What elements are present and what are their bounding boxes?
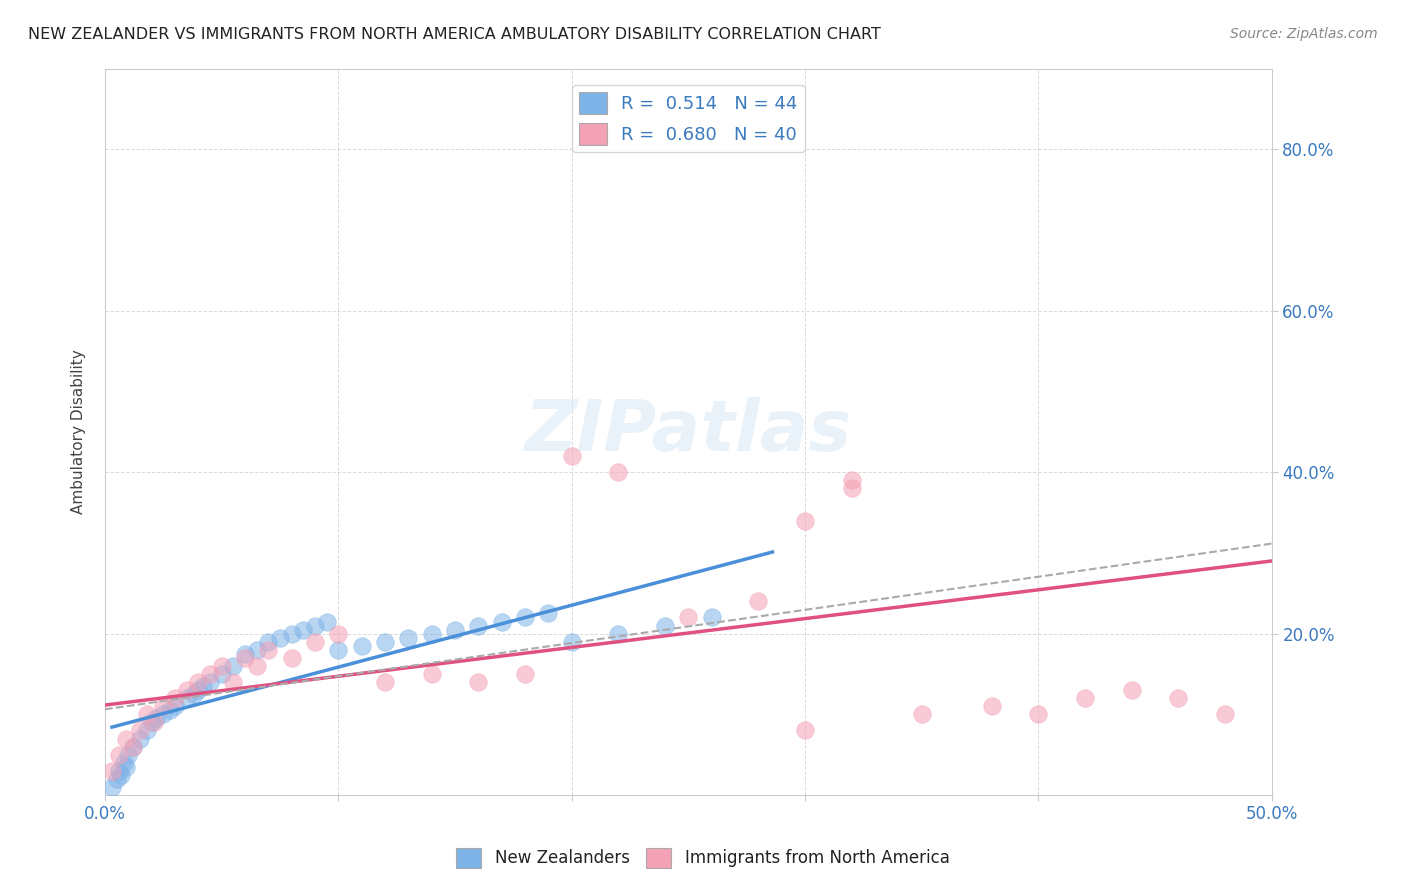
Legend: R =  0.514   N = 44, R =  0.680   N = 40: R = 0.514 N = 44, R = 0.680 N = 40 bbox=[572, 85, 804, 153]
Point bbox=[176, 691, 198, 706]
Point bbox=[1213, 707, 1236, 722]
Point bbox=[191, 679, 214, 693]
Point bbox=[841, 473, 863, 487]
Point bbox=[280, 650, 302, 665]
Point bbox=[115, 760, 138, 774]
Point bbox=[115, 731, 138, 746]
Point bbox=[328, 626, 350, 640]
Point bbox=[101, 764, 124, 778]
Point bbox=[980, 699, 1002, 714]
Point bbox=[233, 650, 256, 665]
Point bbox=[108, 764, 131, 778]
Point bbox=[143, 715, 166, 730]
Point bbox=[607, 465, 630, 479]
Point bbox=[794, 723, 817, 738]
Point bbox=[1074, 691, 1097, 706]
Point bbox=[101, 780, 124, 794]
Point bbox=[187, 683, 209, 698]
Point bbox=[420, 626, 443, 640]
Point bbox=[1121, 683, 1143, 698]
Point bbox=[163, 691, 186, 706]
Point bbox=[176, 683, 198, 698]
Point bbox=[246, 659, 269, 673]
Point bbox=[122, 739, 145, 754]
Point bbox=[537, 607, 560, 621]
Point bbox=[222, 675, 245, 690]
Point bbox=[198, 667, 221, 681]
Point bbox=[607, 626, 630, 640]
Point bbox=[136, 707, 159, 722]
Point bbox=[374, 634, 396, 648]
Text: ZIPatlas: ZIPatlas bbox=[524, 397, 852, 467]
Point bbox=[257, 634, 280, 648]
Point bbox=[561, 634, 583, 648]
Point bbox=[129, 731, 152, 746]
Point bbox=[328, 642, 350, 657]
Point bbox=[374, 675, 396, 690]
Point bbox=[257, 642, 280, 657]
Point bbox=[841, 481, 863, 495]
Point bbox=[678, 610, 700, 624]
Point bbox=[122, 739, 145, 754]
Point bbox=[108, 747, 131, 762]
Point bbox=[129, 723, 152, 738]
Point bbox=[654, 618, 676, 632]
Point bbox=[222, 659, 245, 673]
Point bbox=[467, 618, 489, 632]
Point bbox=[117, 747, 139, 762]
Point bbox=[141, 715, 163, 730]
Point bbox=[163, 699, 186, 714]
Point bbox=[112, 756, 135, 770]
Point bbox=[152, 699, 174, 714]
Point bbox=[747, 594, 769, 608]
Point bbox=[105, 772, 128, 786]
Legend: New Zealanders, Immigrants from North America: New Zealanders, Immigrants from North Am… bbox=[450, 841, 956, 875]
Point bbox=[396, 631, 419, 645]
Point bbox=[198, 675, 221, 690]
Point bbox=[444, 623, 467, 637]
Point bbox=[159, 703, 181, 717]
Point bbox=[292, 623, 315, 637]
Point bbox=[269, 631, 291, 645]
Point bbox=[1028, 707, 1050, 722]
Point bbox=[136, 723, 159, 738]
Point bbox=[211, 667, 233, 681]
Point bbox=[561, 449, 583, 463]
Point bbox=[183, 687, 205, 701]
Point bbox=[491, 615, 513, 629]
Point bbox=[246, 642, 269, 657]
Point bbox=[304, 618, 326, 632]
Text: NEW ZEALANDER VS IMMIGRANTS FROM NORTH AMERICA AMBULATORY DISABILITY CORRELATION: NEW ZEALANDER VS IMMIGRANTS FROM NORTH A… bbox=[28, 27, 882, 42]
Point bbox=[513, 610, 536, 624]
Point bbox=[794, 514, 817, 528]
Point bbox=[467, 675, 489, 690]
Text: Source: ZipAtlas.com: Source: ZipAtlas.com bbox=[1230, 27, 1378, 41]
Y-axis label: Ambulatory Disability: Ambulatory Disability bbox=[72, 350, 86, 514]
Point bbox=[187, 675, 209, 690]
Point bbox=[513, 667, 536, 681]
Point bbox=[350, 639, 373, 653]
Point bbox=[700, 610, 723, 624]
Point bbox=[420, 667, 443, 681]
Point bbox=[110, 768, 132, 782]
Point bbox=[911, 707, 934, 722]
Point bbox=[304, 634, 326, 648]
Point bbox=[233, 647, 256, 661]
Point bbox=[280, 626, 302, 640]
Point bbox=[315, 615, 337, 629]
Point bbox=[152, 707, 174, 722]
Point bbox=[145, 711, 167, 725]
Point bbox=[211, 659, 233, 673]
Point bbox=[1167, 691, 1189, 706]
